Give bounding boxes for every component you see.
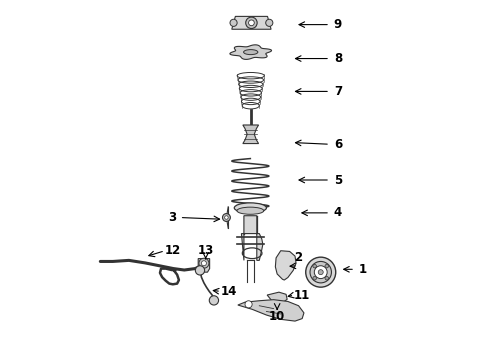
Polygon shape [230, 45, 271, 59]
Circle shape [318, 270, 323, 275]
Text: 2: 2 [294, 251, 302, 264]
Text: 3: 3 [168, 211, 176, 224]
Ellipse shape [244, 50, 258, 55]
Circle shape [306, 257, 336, 287]
Polygon shape [275, 251, 296, 280]
Circle shape [310, 261, 331, 283]
Text: 6: 6 [334, 138, 342, 151]
Circle shape [209, 296, 219, 305]
Text: 7: 7 [334, 85, 342, 98]
Circle shape [199, 258, 209, 268]
Circle shape [230, 19, 237, 26]
Circle shape [224, 216, 228, 219]
Ellipse shape [234, 203, 267, 213]
Text: 1: 1 [359, 263, 367, 276]
Circle shape [201, 261, 206, 266]
Text: 13: 13 [197, 244, 214, 257]
Text: 9: 9 [334, 18, 342, 31]
Polygon shape [242, 216, 263, 260]
Text: 10: 10 [269, 310, 285, 323]
Circle shape [245, 17, 257, 28]
Circle shape [222, 213, 230, 221]
Text: 5: 5 [334, 174, 342, 186]
Polygon shape [243, 125, 259, 144]
Polygon shape [198, 258, 210, 272]
Text: 12: 12 [165, 244, 181, 257]
Circle shape [196, 266, 205, 275]
Polygon shape [267, 292, 287, 305]
Circle shape [325, 264, 329, 268]
Polygon shape [232, 17, 271, 29]
Text: 11: 11 [294, 288, 310, 302]
Polygon shape [238, 300, 304, 321]
Circle shape [314, 266, 327, 279]
Ellipse shape [237, 207, 264, 214]
Circle shape [266, 19, 273, 26]
Circle shape [248, 20, 254, 26]
Circle shape [325, 276, 329, 280]
Circle shape [245, 301, 252, 308]
Circle shape [313, 276, 317, 280]
Text: 4: 4 [334, 206, 342, 219]
Text: 14: 14 [220, 285, 237, 298]
Text: 8: 8 [334, 52, 342, 65]
Circle shape [313, 264, 317, 268]
